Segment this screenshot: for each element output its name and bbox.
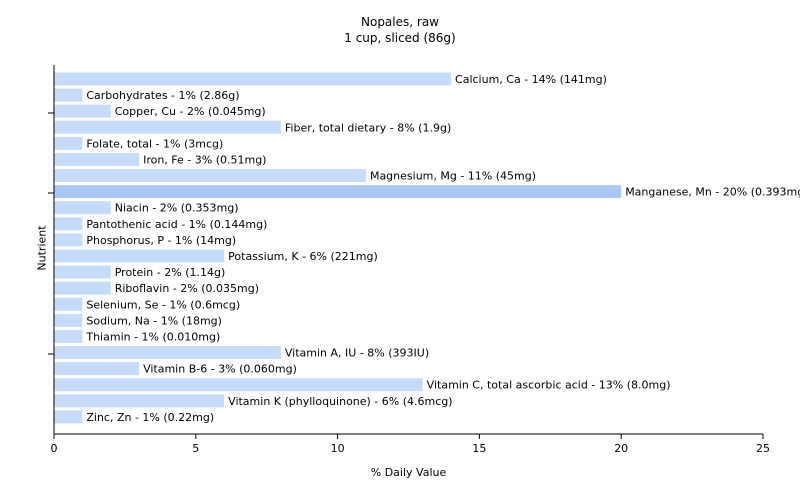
bar-label: Thiamin - 1% (0.010mg) — [85, 330, 220, 343]
bar-label: Copper, Cu - 2% (0.045mg) — [115, 105, 266, 118]
bar — [54, 249, 225, 263]
x-tick-label: 15 — [472, 442, 486, 455]
bar-label: Carbohydrates - 1% (2.86g) — [86, 89, 239, 102]
bar — [54, 265, 111, 279]
x-tick-label: 0 — [51, 442, 58, 455]
bar-label: Manganese, Mn - 20% (0.393mg) — [625, 186, 800, 199]
bar-label: Pantothenic acid - 1% (0.144mg) — [86, 218, 267, 231]
bar — [54, 410, 83, 424]
bar-label: Calcium, Ca - 14% (141mg) — [455, 73, 607, 86]
bar-label: Potassium, K - 6% (221mg) — [228, 250, 378, 263]
y-axis-label: Nutrient — [35, 225, 49, 271]
bar-label: Vitamin B-6 - 3% (0.060mg) — [143, 363, 297, 376]
chart-title: Nopales, raw — [361, 15, 439, 29]
x-tick-label: 25 — [756, 442, 770, 455]
bar — [54, 152, 140, 166]
bar — [54, 72, 452, 86]
bar — [54, 217, 83, 231]
bar — [54, 394, 225, 408]
bar-label: Riboflavin - 2% (0.035mg) — [115, 282, 259, 295]
bar-label: Fiber, total dietary - 8% (1.9g) — [285, 121, 451, 134]
bar — [54, 104, 111, 118]
bar-label: Iron, Fe - 3% (0.51mg) — [143, 153, 266, 166]
bar-label: Sodium, Na - 1% (18mg) — [86, 314, 222, 327]
x-axis-label: % Daily Value — [370, 466, 447, 479]
bar-label: Folate, total - 1% (3mcg) — [86, 137, 223, 150]
bar-label: Selenium, Se - 1% (0.6mcg) — [86, 298, 240, 311]
bar — [54, 313, 83, 327]
chart-subtitle: 1 cup, sliced (86g) — [344, 31, 456, 45]
x-tick-label: 20 — [614, 442, 628, 455]
bar-label: Vitamin C, total ascorbic acid - 13% (8.… — [427, 379, 671, 392]
bar — [54, 346, 281, 360]
bar — [54, 362, 140, 376]
bar — [54, 378, 423, 392]
bar — [54, 297, 83, 311]
bar — [54, 185, 622, 199]
bar-label: Protein - 2% (1.14g) — [115, 266, 226, 279]
bar — [54, 88, 83, 102]
bar — [54, 281, 111, 295]
bar — [54, 201, 111, 215]
x-tick-label: 5 — [192, 442, 199, 455]
bar — [54, 329, 83, 343]
x-tick-label: 10 — [331, 442, 345, 455]
bar — [54, 120, 281, 134]
bar-label: Vitamin A, IU - 8% (393IU) — [285, 347, 429, 360]
bar-label: Zinc, Zn - 1% (0.22mg) — [86, 411, 214, 424]
bar — [54, 136, 83, 150]
bar-label: Magnesium, Mg - 11% (45mg) — [370, 170, 536, 183]
bar — [54, 169, 366, 183]
bar-label: Niacin - 2% (0.353mg) — [115, 202, 239, 215]
bar — [54, 233, 83, 247]
bar-label: Vitamin K (phylloquinone) - 6% (4.6mcg) — [228, 395, 452, 408]
bar-label: Phosphorus, P - 1% (14mg) — [86, 234, 236, 247]
